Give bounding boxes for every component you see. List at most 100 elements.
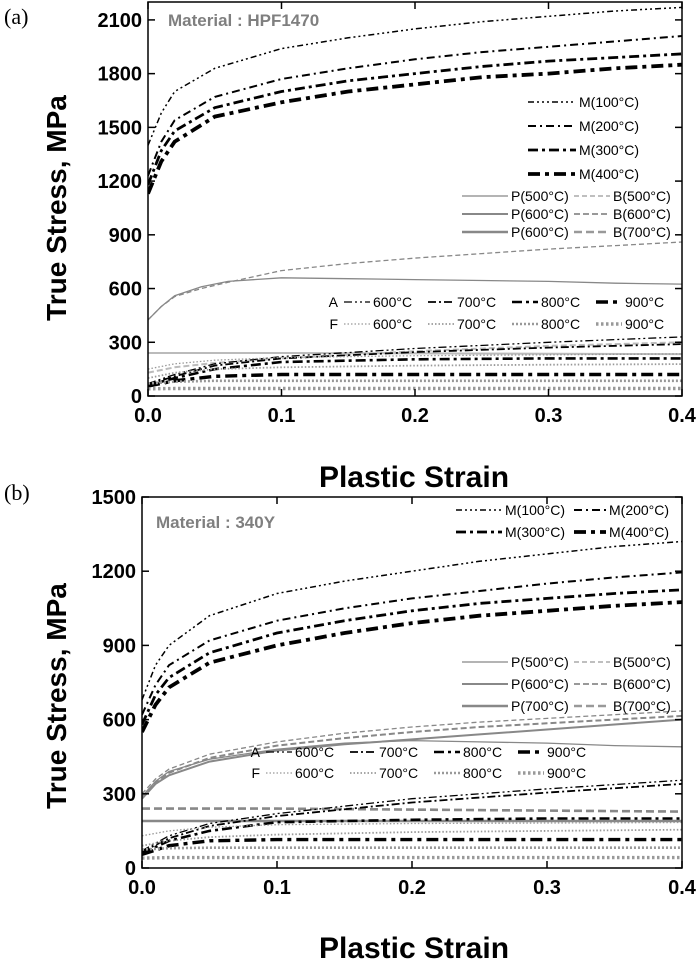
series-line-b-m-100-c- [142, 540, 682, 701]
series-line-a-p-600-c- [148, 352, 682, 356]
ytick-label-a: 0 [131, 386, 142, 408]
series-line-b-f-800-c [142, 846, 682, 851]
legend-label: 800°C [541, 294, 580, 310]
panel-a-xlabel: Plastic Strain [319, 461, 509, 494]
legend-label: P(600°C) [511, 676, 569, 692]
series-line-a-a-800-c [148, 357, 682, 387]
series-line-b-p-500-c- [142, 739, 682, 797]
ytick-label-a: 1800 [98, 64, 143, 86]
legend-label: 900°C [547, 744, 586, 760]
panel-a-material: Material : HPF1470 [168, 11, 319, 30]
xtick-label-a: 0.4 [668, 405, 697, 427]
legend-label: 700°C [379, 744, 418, 760]
panel-a-plot: 0 300 600 900 1200 1500 1800 2100 0.0 0.1 0.2 0.3 0.… [98, 1, 697, 427]
legend-label: 600°C [373, 294, 412, 310]
series-line-a-b-600-c- [148, 341, 682, 374]
legend-label: 700°C [379, 765, 418, 781]
legend-label: M(100°C) [579, 94, 639, 110]
series-line-b-f-700-c [142, 828, 682, 847]
series-line-a-f-800-c [148, 379, 682, 385]
legend-label: M(300°C) [579, 142, 639, 158]
ytick-label-b: 300 [103, 784, 136, 806]
xtick-label-b: 0.2 [398, 877, 426, 899]
legend-label: F [251, 765, 260, 781]
legend-label: P(600°C) [511, 206, 569, 222]
legend-label: M(400°C) [609, 524, 669, 540]
series-line-a-f-700-c [148, 363, 682, 379]
legend-label: A [329, 294, 339, 310]
legend-label: B(500°C) [613, 188, 671, 204]
xtick-label-b: 0.1 [263, 877, 291, 899]
xtick-label-b: 0.0 [128, 877, 156, 899]
ytick-label-b: 1200 [92, 561, 137, 583]
panel-b-material: Material : 340Y [156, 513, 276, 532]
legend-label: M(200°C) [579, 118, 639, 134]
legend-label: 800°C [463, 765, 502, 781]
ytick-label-a: 1500 [98, 117, 143, 139]
series-line-a-m-400-c- [148, 62, 682, 195]
legend-label: A [251, 744, 261, 760]
series-line-b-b-600-c- [142, 714, 682, 799]
series-line-a-m-300-c- [148, 52, 682, 186]
panel-b-plot: 0 300 600 900 1200 1500 0.0 0.1 0.2 0.3 0.4 M(100°C… [92, 487, 697, 899]
xtick-label-a: 0.2 [401, 405, 429, 427]
series-line-b-a-800-c [142, 817, 682, 855]
series-line-a-b-500-c- [148, 241, 682, 321]
legend-label: 800°C [541, 316, 580, 332]
legend-label: M(100°C) [505, 502, 565, 518]
ytick-label-a: 300 [109, 332, 142, 354]
legend-a: M(100°C) M(200°C) M(300°C) M(400°C) P(500°C)… [329, 94, 671, 332]
series-line-a-a-900-c [148, 372, 682, 388]
series-line-b-a-900-c [142, 837, 682, 857]
legend-label: M(200°C) [609, 502, 669, 518]
legend-label: B(600°C) [613, 206, 671, 222]
xtick-label-b: 0.4 [668, 877, 697, 899]
series-line-a-p-500-c- [148, 277, 682, 321]
xtick-label-a: 0.1 [268, 405, 296, 427]
panel-a-ylabel: True Stress, MPa [41, 95, 72, 321]
ytick-label-a: 1200 [98, 171, 143, 193]
legend-label: M(300°C) [505, 524, 565, 540]
series-line-b-p-600-c- [142, 718, 682, 800]
series-line-b-m-300-c- [142, 588, 682, 726]
panel-a-label: (a) [4, 4, 28, 29]
series-line-b-m-400-c- [142, 600, 682, 733]
ytick-label-a: 2100 [98, 10, 143, 32]
legend-label: 600°C [373, 316, 412, 332]
legend-label: 900°C [625, 316, 664, 332]
panel-b-ylabel: True Stress, MPa [41, 583, 72, 809]
legend-label: 700°C [457, 294, 496, 310]
panel-b-label: (b) [4, 480, 30, 505]
legend-label: P(500°C) [511, 654, 569, 670]
ytick-label-b: 900 [103, 635, 136, 657]
series-line-b-b-500-c- [142, 710, 682, 795]
ytick-label-b: 1500 [92, 487, 137, 509]
legend-label: 700°C [457, 316, 496, 332]
legend-label: 600°C [295, 744, 334, 760]
series-line-a-m-200-c- [148, 35, 682, 177]
legend-label: B(700°C) [613, 224, 671, 240]
ytick-label-b: 0 [125, 858, 136, 880]
ytick-label-b: 600 [103, 710, 136, 732]
legend-label: 800°C [463, 744, 502, 760]
plot-frame-a [147, 1, 683, 397]
plot-frame-b [141, 496, 683, 869]
legend-label: B(700°C) [613, 698, 671, 714]
legend-label: 900°C [547, 765, 586, 781]
legend-label: P(600°C) [511, 224, 569, 240]
ytick-label-a: 900 [109, 225, 142, 247]
legend-label: P(500°C) [511, 188, 569, 204]
series-line-b-b-700-c- [142, 807, 682, 813]
series-line-a-f-600-c [148, 353, 682, 370]
legend-label: B(600°C) [613, 676, 671, 692]
legend-label: B(500°C) [613, 654, 671, 670]
series-line-b-a-700-c [142, 783, 682, 853]
xtick-label-b: 0.3 [533, 877, 561, 899]
panel-b-xlabel: Plastic Strain [319, 932, 509, 965]
legend-label: P(700°C) [511, 698, 569, 714]
series-line-a-m-100-c- [148, 6, 682, 146]
legend-label: F [329, 316, 338, 332]
xtick-label-a: 0.3 [535, 405, 563, 427]
series-line-a-a-600-c [148, 336, 682, 385]
